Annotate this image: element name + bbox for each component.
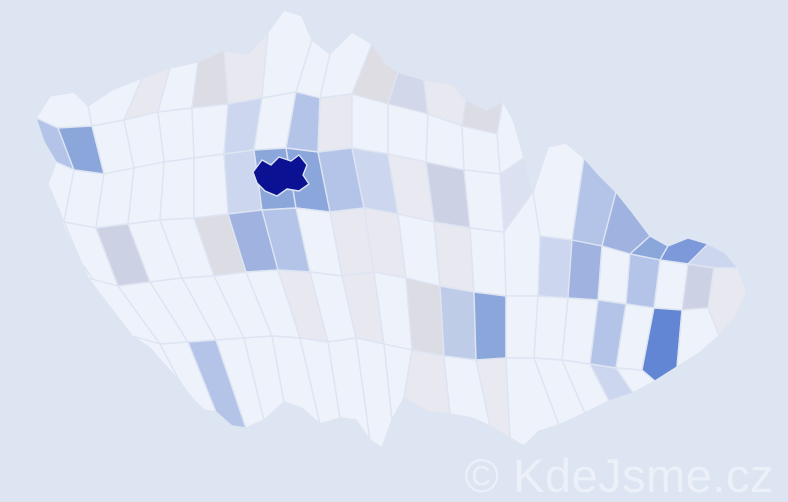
district-bc3[interactable]	[159, 157, 195, 221]
district-olomouc[interactable]	[567, 239, 603, 301]
district-es0[interactable]	[131, 335, 181, 383]
district-rychnov[interactable]	[461, 125, 501, 175]
district-teplice[interactable]	[191, 49, 229, 109]
district-ceske-budejovice[interactable]	[271, 335, 321, 425]
district-brno-venkov[interactable]	[505, 295, 539, 359]
district-brno-mesto[interactable]	[473, 291, 507, 361]
district-pardubice[interactable]	[463, 169, 505, 233]
district-es8[interactable]	[355, 337, 393, 449]
district-sumperk[interactable]	[537, 235, 573, 299]
district-jicin[interactable]	[387, 103, 429, 163]
district-es10[interactable]	[403, 349, 451, 415]
district-rokycany[interactable]	[127, 161, 165, 225]
district-praha[interactable]	[252, 154, 310, 197]
district-prachatice[interactable]	[187, 339, 247, 429]
district-ab3[interactable]	[157, 107, 195, 163]
district-prerov[interactable]	[597, 245, 631, 305]
district-ab9[interactable]	[351, 93, 389, 155]
district-louny[interactable]	[191, 103, 229, 159]
district-zdar-nad-sazavou[interactable]	[439, 285, 477, 361]
district-usti-nad-labem[interactable]	[223, 31, 269, 105]
district-mlada-boleslav[interactable]	[317, 93, 353, 153]
district-bc4[interactable]	[193, 153, 229, 219]
district-uherske-hradiste[interactable]	[589, 363, 634, 402]
district-md5[interactable]	[676, 307, 720, 368]
district-cd12[interactable]	[469, 227, 507, 297]
district-chrudim[interactable]	[433, 221, 475, 293]
district-jihlava[interactable]	[405, 277, 445, 357]
district-frydek-mistek[interactable]	[641, 307, 683, 382]
